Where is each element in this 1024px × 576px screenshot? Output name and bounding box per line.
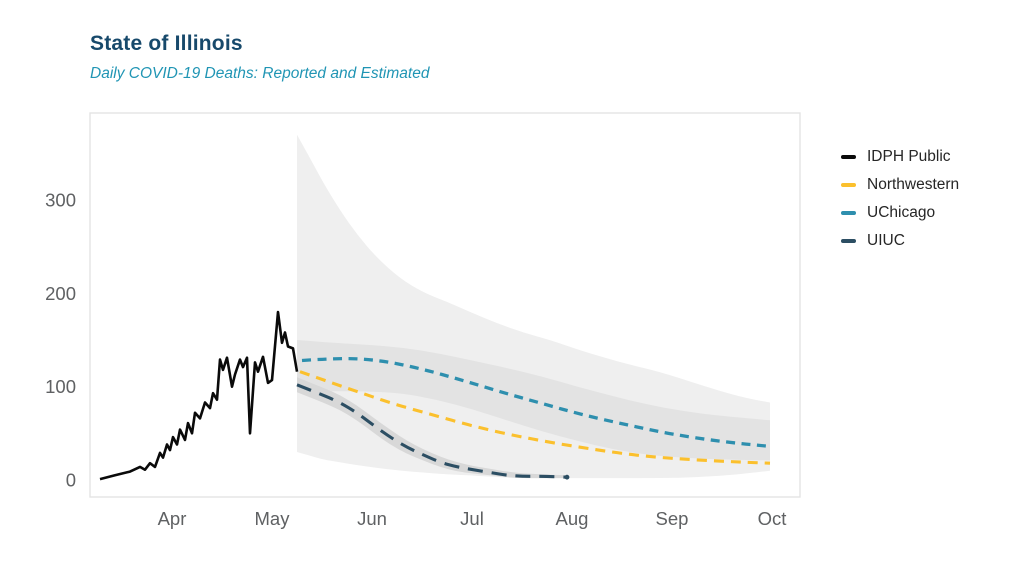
x-tick-label-oct: Oct xyxy=(758,508,787,529)
legend-label: UChicago xyxy=(867,204,936,221)
uchicago-line-swatch-icon xyxy=(841,211,856,215)
series-line-northwestern xyxy=(299,370,771,465)
y-tick-label-0: 0 xyxy=(66,470,76,491)
series-line-uchicago xyxy=(301,356,771,449)
page-title: State of Illinois xyxy=(90,32,243,55)
x-tick-label-aug: Aug xyxy=(556,508,589,529)
uiuc-line-swatch-icon xyxy=(841,239,856,243)
y-tick-label-100: 100 xyxy=(45,376,76,397)
y-tick-label-200: 200 xyxy=(45,283,76,304)
series-lines xyxy=(99,310,771,481)
idph-line-swatch-icon xyxy=(841,155,856,159)
chart-legend: IDPH Public Northwestern UChicago UIUC xyxy=(841,147,959,259)
legend-item-uchicago: UChicago xyxy=(841,203,959,223)
x-tick-label-sep: Sep xyxy=(656,508,689,529)
series-line-uiuc xyxy=(296,383,568,479)
y-axis-labels: 0 100 200 300 xyxy=(45,190,76,491)
x-tick-label-apr: Apr xyxy=(158,508,187,529)
series-line-idph-public xyxy=(99,310,299,481)
legend-label: IDPH Public xyxy=(867,148,951,165)
legend-label: UIUC xyxy=(867,232,905,249)
y-tick-label-300: 300 xyxy=(45,190,76,211)
northwestern-line-swatch-icon xyxy=(841,183,856,187)
legend-item-idph: IDPH Public xyxy=(841,147,959,167)
series-end-dot-uiuc xyxy=(564,474,570,480)
legend-item-uiuc: UIUC xyxy=(841,231,959,251)
chart-subtitle: Daily COVID-19 Deaths: Reported and Esti… xyxy=(90,65,430,82)
x-axis-labels: Apr May Jun Jul Aug Sep Oct xyxy=(158,508,787,529)
x-tick-label-jun: Jun xyxy=(357,508,387,529)
x-tick-label-jul: Jul xyxy=(460,508,484,529)
legend-item-northwestern: Northwestern xyxy=(841,175,959,195)
legend-label: Northwestern xyxy=(867,176,960,193)
x-tick-label-may: May xyxy=(255,508,291,529)
